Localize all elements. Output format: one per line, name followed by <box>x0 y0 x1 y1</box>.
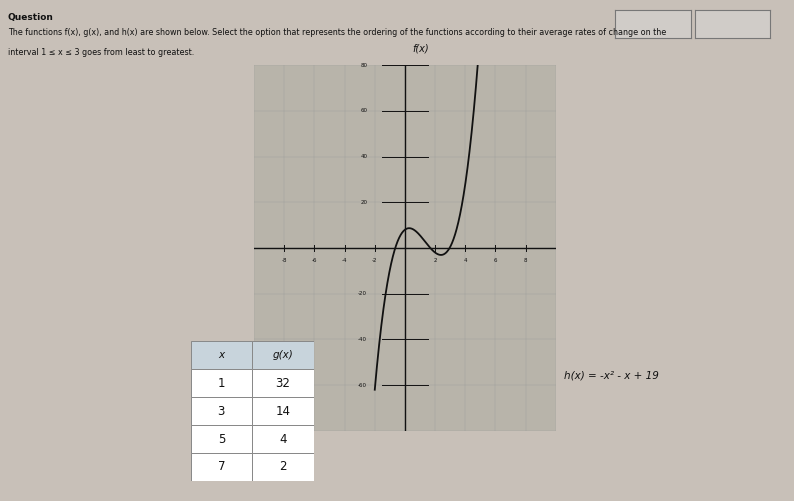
Text: g(x): g(x) <box>272 350 293 360</box>
Text: -40: -40 <box>358 337 367 342</box>
Text: 1: 1 <box>218 377 225 390</box>
Bar <box>191 341 252 369</box>
Text: 2: 2 <box>434 259 437 264</box>
Bar <box>191 369 252 397</box>
Text: 5: 5 <box>218 432 225 445</box>
Text: The functions f(x), g(x), and h(x) are shown below. Select the option that repre: The functions f(x), g(x), and h(x) are s… <box>8 28 666 37</box>
Bar <box>191 425 252 453</box>
Bar <box>191 397 252 425</box>
Text: x: x <box>218 350 225 360</box>
Bar <box>252 425 314 453</box>
Text: Question: Question <box>8 13 54 22</box>
Text: 4: 4 <box>464 259 467 264</box>
Text: 40: 40 <box>360 154 367 159</box>
Bar <box>252 397 314 425</box>
Text: f(x): f(x) <box>413 44 429 54</box>
Text: 20: 20 <box>360 200 367 205</box>
Text: 14: 14 <box>276 405 291 418</box>
Bar <box>252 341 314 369</box>
Bar <box>252 453 314 481</box>
Text: 60: 60 <box>360 108 367 113</box>
Text: 32: 32 <box>276 377 291 390</box>
Text: 6: 6 <box>494 259 497 264</box>
Text: -20: -20 <box>358 291 367 296</box>
Text: -60: -60 <box>358 383 367 388</box>
Text: -8: -8 <box>282 259 287 264</box>
Bar <box>191 453 252 481</box>
Text: 80: 80 <box>360 63 367 68</box>
Text: 7: 7 <box>218 460 225 473</box>
Text: 2: 2 <box>279 460 287 473</box>
Text: interval 1 ≤ x ≤ 3 goes from least to greatest.: interval 1 ≤ x ≤ 3 goes from least to gr… <box>8 48 195 57</box>
Text: -6: -6 <box>312 259 317 264</box>
Bar <box>252 369 314 397</box>
Text: -2: -2 <box>372 259 377 264</box>
Text: 8: 8 <box>524 259 527 264</box>
Text: -4: -4 <box>342 259 347 264</box>
Text: 3: 3 <box>218 405 225 418</box>
Text: 4: 4 <box>279 432 287 445</box>
Text: h(x) = -x² - x + 19: h(x) = -x² - x + 19 <box>564 371 658 381</box>
